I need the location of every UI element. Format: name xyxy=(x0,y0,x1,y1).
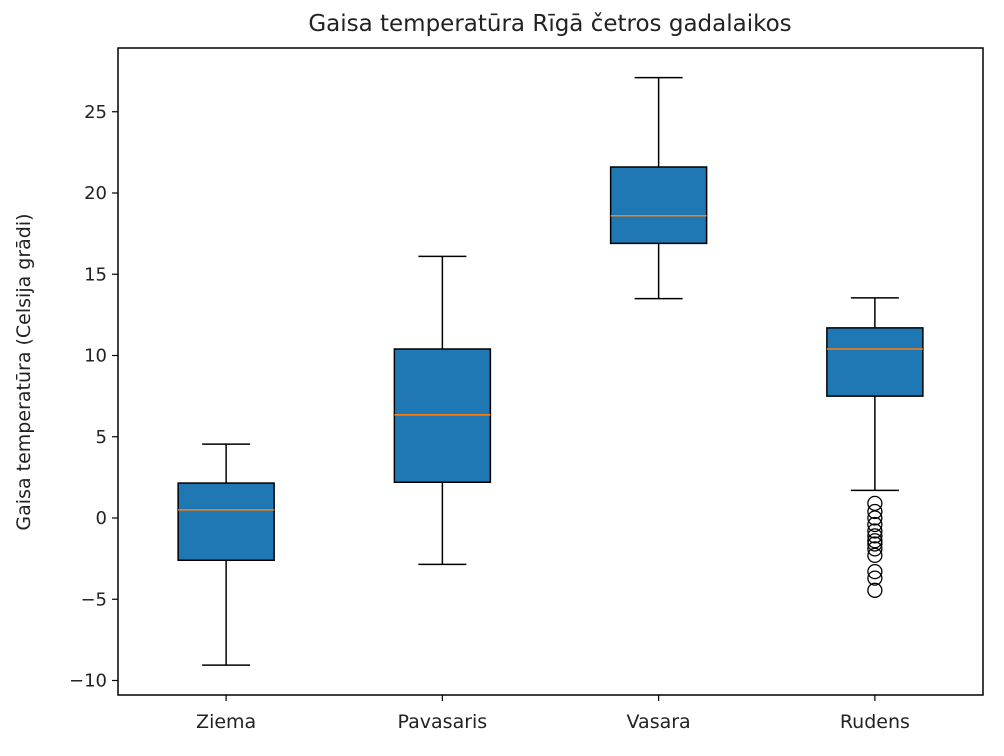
outlier-point xyxy=(867,547,883,564)
y-tick-label: 10 xyxy=(84,346,107,367)
outlier-point xyxy=(867,570,883,586)
y-tick-label: 0 xyxy=(96,508,107,529)
box xyxy=(177,482,275,561)
outlier-point xyxy=(867,563,883,580)
x-tick-label: Ziema xyxy=(196,711,256,733)
y-axis-label: Gaisa temperatūra (Celsija grādi) xyxy=(13,213,35,530)
box xyxy=(826,327,924,397)
box xyxy=(609,166,708,245)
outlier-point xyxy=(867,510,883,526)
chart-title: Gaisa temperatūra Rīgā četros gadalaikos xyxy=(308,11,791,37)
outlier-point xyxy=(867,495,883,512)
outlier-point xyxy=(867,582,883,598)
y-tick-label: 15 xyxy=(84,264,107,285)
outlier-point xyxy=(867,516,883,533)
outlier-point xyxy=(867,541,883,557)
box xyxy=(393,348,492,483)
outlier-point xyxy=(867,536,883,552)
outlier-point xyxy=(867,503,883,520)
axes-frame xyxy=(117,47,984,696)
y-tick-label: 5 xyxy=(96,427,107,448)
outlier-point xyxy=(867,523,883,539)
outlier-point xyxy=(867,528,883,544)
x-tick-label: Rudens xyxy=(840,711,910,733)
y-tick-label: −5 xyxy=(80,589,107,610)
x-tick-label: Vasara xyxy=(627,711,691,733)
y-tick-label: −10 xyxy=(69,671,107,692)
y-tick-label: 20 xyxy=(84,183,107,204)
y-tick-label: 25 xyxy=(84,102,107,123)
x-tick-label: Pavasaris xyxy=(398,711,488,733)
